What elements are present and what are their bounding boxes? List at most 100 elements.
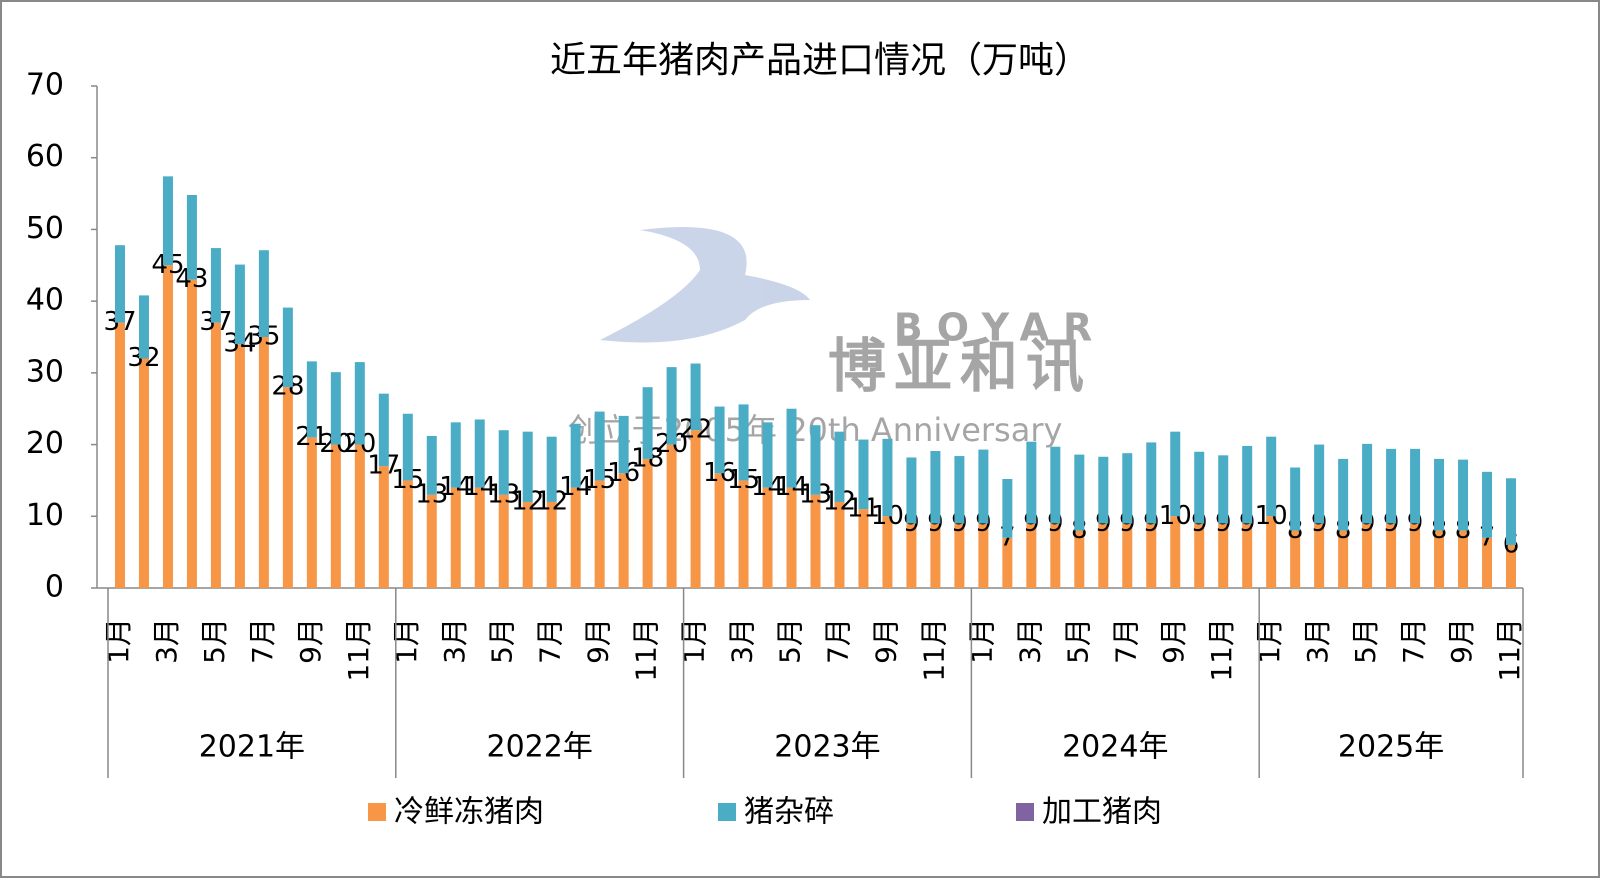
bar-segment bbox=[498, 430, 509, 495]
group-label: 2024年 bbox=[1062, 730, 1168, 765]
bar-segment bbox=[162, 176, 173, 266]
bar-segment bbox=[594, 480, 605, 588]
x-tick-label: 1月 bbox=[102, 618, 135, 664]
x-tick-label: 11月 bbox=[630, 618, 663, 682]
bar-segment bbox=[1074, 530, 1085, 588]
x-tick-label: 1月 bbox=[390, 618, 423, 664]
watermark-brand: BOYAR bbox=[894, 306, 1106, 350]
bar-segment bbox=[1482, 471, 1493, 538]
bar-segment bbox=[1122, 453, 1133, 524]
y-tick-label: 70 bbox=[26, 68, 64, 103]
bar-segment bbox=[954, 456, 965, 524]
bar-segment bbox=[762, 487, 773, 588]
bar-segment bbox=[1362, 443, 1373, 524]
bar-segment bbox=[1098, 456, 1109, 524]
bar-segment bbox=[978, 523, 989, 588]
bar-segment bbox=[138, 295, 149, 359]
x-tick-label: 7月 bbox=[821, 618, 854, 664]
bar-segment bbox=[306, 437, 317, 588]
x-tick-label: 11月 bbox=[1493, 618, 1526, 682]
x-tick-label: 7月 bbox=[246, 618, 279, 664]
bar-segment bbox=[402, 413, 413, 481]
bar-segment bbox=[474, 487, 485, 588]
bar-segment bbox=[138, 358, 149, 588]
bar-segment bbox=[1386, 523, 1397, 588]
y-tick-label: 10 bbox=[26, 498, 64, 533]
bar-segment bbox=[1458, 530, 1469, 588]
group-label: 2025年 bbox=[1338, 730, 1444, 765]
bar-segment bbox=[1458, 459, 1469, 531]
bar-segment bbox=[954, 523, 965, 588]
x-tick-label: 3月 bbox=[1301, 618, 1334, 664]
x-tick-label: 7月 bbox=[1109, 618, 1142, 664]
bar-segment bbox=[666, 367, 677, 445]
x-tick-label: 1月 bbox=[678, 618, 711, 664]
bar-segment bbox=[330, 372, 341, 445]
bar-segment bbox=[186, 279, 197, 588]
bar-segment bbox=[1170, 516, 1181, 588]
y-tick-label: 30 bbox=[26, 354, 64, 389]
bar-segment bbox=[1002, 537, 1013, 588]
x-tick-label: 3月 bbox=[1013, 618, 1046, 664]
bar-segment bbox=[330, 444, 341, 588]
bar-segment bbox=[858, 509, 869, 588]
bar-segment bbox=[1194, 451, 1205, 524]
x-tick-label: 9月 bbox=[582, 618, 615, 664]
legend-label: 加工猪肉 bbox=[1042, 795, 1162, 830]
x-tick-label: 7月 bbox=[534, 618, 567, 664]
bar-segment bbox=[1050, 523, 1061, 588]
bar-segment bbox=[426, 494, 437, 588]
x-tick-label: 1月 bbox=[965, 618, 998, 664]
bar-segment bbox=[786, 408, 797, 488]
bar-segment bbox=[450, 422, 461, 488]
legend-swatch bbox=[1016, 803, 1034, 821]
y-tick-label: 40 bbox=[26, 283, 64, 318]
bar-segment bbox=[1314, 523, 1325, 588]
bar-segment bbox=[1506, 544, 1517, 588]
bar-segment bbox=[786, 487, 797, 588]
watermark-logo bbox=[600, 227, 810, 343]
bar-segment bbox=[642, 458, 653, 588]
x-tick-label: 7月 bbox=[1397, 618, 1430, 664]
watermark-name: 博亚和讯 bbox=[828, 332, 1092, 400]
x-tick-label: 9月 bbox=[869, 618, 902, 664]
bar-segment bbox=[282, 307, 293, 388]
x-tick-label: 5月 bbox=[1061, 618, 1094, 664]
bar-segment bbox=[378, 466, 389, 588]
bar-segment bbox=[666, 444, 677, 588]
bar-segment bbox=[690, 430, 701, 588]
x-tick-label: 5月 bbox=[774, 618, 807, 664]
bar-segment bbox=[1410, 448, 1421, 524]
bar-segment bbox=[114, 322, 125, 588]
bar-segment bbox=[162, 265, 173, 588]
bar-segment bbox=[258, 250, 269, 337]
x-tick-label: 9月 bbox=[1157, 618, 1190, 664]
bar-segment bbox=[282, 387, 293, 588]
bar-segment bbox=[1122, 523, 1133, 588]
bar-segment bbox=[1338, 458, 1349, 531]
bar-segment bbox=[522, 431, 533, 502]
bar-segment bbox=[378, 393, 389, 467]
bar-segment bbox=[402, 480, 413, 588]
bar-segment bbox=[906, 457, 917, 524]
bar-segment bbox=[306, 361, 317, 438]
bar-segment bbox=[882, 438, 893, 517]
group-label: 2021年 bbox=[199, 730, 305, 765]
bar-segment bbox=[1026, 523, 1037, 588]
bar-segment bbox=[1506, 478, 1517, 545]
bar-segment bbox=[354, 362, 365, 445]
bar-segment bbox=[1218, 523, 1229, 588]
bar-segment bbox=[1170, 431, 1181, 517]
bar-segment bbox=[1218, 455, 1229, 524]
bar-segment bbox=[1338, 530, 1349, 588]
bar-segment bbox=[738, 480, 749, 588]
bar-segment bbox=[210, 248, 221, 323]
x-tick-label: 11月 bbox=[342, 618, 375, 682]
bar-segment bbox=[426, 435, 437, 495]
bar-segment bbox=[186, 195, 197, 280]
bar-segment bbox=[1290, 530, 1301, 588]
bar-segment bbox=[1050, 446, 1061, 524]
bar-segment bbox=[1146, 523, 1157, 588]
chart-title: 近五年猪肉产品进口情况（万吨） bbox=[550, 40, 1090, 81]
